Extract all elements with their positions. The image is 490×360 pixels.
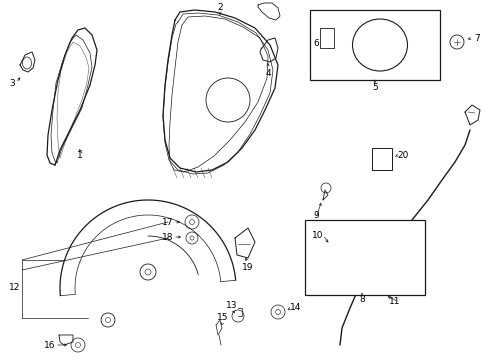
Text: 8: 8	[359, 296, 365, 305]
Text: 17: 17	[162, 217, 174, 226]
Text: 9: 9	[313, 211, 319, 220]
Text: 2: 2	[217, 3, 223, 12]
Text: 7: 7	[474, 33, 480, 42]
Bar	[320, 28, 334, 48]
Text: 4: 4	[265, 68, 271, 77]
Text: 15: 15	[217, 314, 229, 323]
Text: 19: 19	[242, 264, 254, 273]
Bar	[305, 220, 425, 295]
Text: 20: 20	[397, 150, 409, 159]
Text: 14: 14	[290, 303, 302, 312]
Text: 10: 10	[312, 230, 324, 239]
Text: 11: 11	[389, 297, 401, 306]
Text: 1: 1	[77, 150, 83, 159]
Text: 16: 16	[44, 341, 56, 350]
Text: 12: 12	[9, 284, 21, 292]
Text: 5: 5	[372, 82, 378, 91]
Text: 3: 3	[9, 78, 15, 87]
Bar	[310, 10, 440, 80]
Text: 18: 18	[162, 233, 174, 242]
Bar	[372, 148, 392, 170]
Text: 13: 13	[226, 301, 238, 310]
Text: 6: 6	[313, 39, 319, 48]
